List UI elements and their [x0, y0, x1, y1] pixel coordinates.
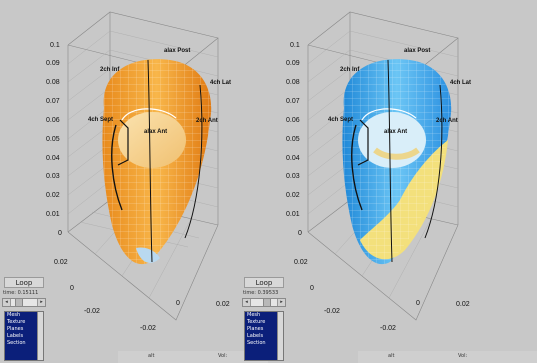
svg-text:2ch Ant: 2ch Ant: [196, 118, 218, 124]
status-left: alt: [148, 353, 155, 359]
left-view-panel: 0.1 0.09 0.08 0.07 0.06 0.05 0.04 0.03 0…: [0, 0, 268, 363]
svg-text:0.02: 0.02: [456, 301, 470, 308]
time-readout: time: 0.15111: [3, 290, 39, 296]
list-item[interactable]: Texture: [7, 319, 26, 325]
list-item[interactable]: Labels: [7, 333, 24, 339]
list-item[interactable]: Planes: [7, 326, 24, 332]
svg-text:0.02: 0.02: [46, 192, 60, 199]
slider-left-arrow-icon[interactable]: ◂: [3, 299, 11, 306]
svg-text:alax Post: alax Post: [164, 48, 190, 54]
svg-text:4ch Lat: 4ch Lat: [210, 80, 231, 86]
list-item[interactable]: Planes: [247, 326, 264, 332]
list-scrollbar[interactable]: [37, 312, 43, 360]
z-axis-ticks: 0.1 0.09 0.08 0.07 0.06 0.05 0.04 0.03 0…: [286, 42, 302, 237]
svg-text:0.01: 0.01: [286, 211, 300, 218]
svg-text:0.09: 0.09: [46, 60, 60, 67]
slider-thumb[interactable]: [15, 299, 23, 306]
display-options-list[interactable]: Mesh Texture Planes Labels Section: [244, 311, 284, 361]
svg-text:0.06: 0.06: [46, 117, 60, 124]
svg-text:0.08: 0.08: [46, 79, 60, 86]
slider-right-arrow-icon[interactable]: ▸: [37, 299, 45, 306]
loop-button[interactable]: Loop: [244, 277, 284, 288]
svg-text:0.05: 0.05: [46, 136, 60, 143]
status-bar: alt Vol:: [118, 351, 268, 363]
svg-text:0.02: 0.02: [286, 192, 300, 199]
list-item[interactable]: Section: [7, 340, 26, 346]
svg-text:0.09: 0.09: [286, 60, 300, 67]
z-axis-ticks: 0.1 0.09 0.08 0.07 0.06 0.05 0.04 0.03 0…: [46, 42, 62, 237]
list-item[interactable]: Section: [247, 340, 266, 346]
status-bar: alt Vol:: [358, 351, 537, 363]
status-volume: Vol:: [218, 353, 228, 359]
svg-text:0.04: 0.04: [286, 155, 300, 162]
svg-text:2ch Inf: 2ch Inf: [340, 67, 360, 73]
svg-text:4ch Sept: 4ch Sept: [88, 117, 113, 123]
list-item[interactable]: Mesh: [247, 312, 261, 318]
status-volume: Vol:: [458, 353, 468, 359]
svg-text:0.1: 0.1: [50, 42, 60, 49]
svg-text:-0.02: -0.02: [140, 325, 156, 332]
status-left: alt: [388, 353, 395, 359]
heart-surface-right: [342, 59, 452, 265]
heart-surface-left: [102, 59, 212, 265]
svg-text:0.02: 0.02: [216, 301, 230, 308]
anatomy-labels: alax Post 2ch Inf 4ch Lat 4ch Sept alax …: [88, 48, 231, 135]
svg-text:0: 0: [58, 230, 62, 237]
svg-text:0.02: 0.02: [54, 259, 68, 266]
svg-text:0.06: 0.06: [286, 117, 300, 124]
list-scrollbar[interactable]: [277, 312, 283, 360]
svg-text:0.07: 0.07: [46, 98, 60, 105]
svg-text:0.1: 0.1: [290, 42, 300, 49]
right-view-panel: 0.1 0.09 0.08 0.07 0.06 0.05 0.04 0.03 0…: [240, 0, 537, 363]
svg-text:-0.02: -0.02: [380, 325, 396, 332]
time-readout: time: 0.39533: [243, 290, 279, 296]
svg-text:0.08: 0.08: [286, 79, 300, 86]
svg-text:0: 0: [176, 300, 180, 307]
svg-text:2ch Ant: 2ch Ant: [436, 118, 458, 124]
svg-text:4ch Sept: 4ch Sept: [328, 117, 353, 123]
svg-text:-0.02: -0.02: [324, 308, 340, 315]
slider-right-arrow-icon[interactable]: ▸: [277, 299, 285, 306]
x-axis-ticks: -0.02 0 0.02: [380, 300, 470, 332]
list-item[interactable]: Texture: [247, 319, 266, 325]
slider-thumb[interactable]: [263, 299, 271, 306]
right-3d-plot: 0.1 0.09 0.08 0.07 0.06 0.05 0.04 0.03 0…: [286, 11, 471, 332]
time-slider[interactable]: ◂ ▸: [2, 298, 46, 307]
left-3d-plot: 0.1 0.09 0.08 0.07 0.06 0.05 0.04 0.03 0…: [46, 11, 231, 332]
x-axis-ticks: -0.02 0 0.02: [140, 300, 230, 332]
svg-text:0.04: 0.04: [46, 155, 60, 162]
y-axis-ticks: 0.02 0 -0.02: [54, 259, 100, 315]
svg-text:0: 0: [298, 230, 302, 237]
list-item[interactable]: Labels: [247, 333, 264, 339]
svg-text:0.07: 0.07: [286, 98, 300, 105]
svg-text:alax Post: alax Post: [404, 48, 430, 54]
display-options-list[interactable]: Mesh Texture Planes Labels Section: [4, 311, 44, 361]
svg-text:0.05: 0.05: [286, 136, 300, 143]
svg-text:4ch Lat: 4ch Lat: [450, 80, 471, 86]
svg-text:alax Ant: alax Ant: [384, 129, 407, 135]
anatomy-labels: alax Post 2ch Inf 4ch Lat 4ch Sept alax …: [328, 48, 471, 135]
svg-text:-0.02: -0.02: [84, 308, 100, 315]
svg-text:0.01: 0.01: [46, 211, 60, 218]
svg-text:0: 0: [416, 300, 420, 307]
svg-text:0.03: 0.03: [286, 173, 300, 180]
svg-text:alax Ant: alax Ant: [144, 129, 167, 135]
list-item[interactable]: Mesh: [7, 312, 21, 318]
svg-text:2ch Inf: 2ch Inf: [100, 67, 120, 73]
time-slider[interactable]: ◂ ▸: [242, 298, 286, 307]
y-axis-ticks: 0.02 0 -0.02: [294, 259, 340, 315]
svg-text:0: 0: [310, 285, 314, 292]
svg-text:0.03: 0.03: [46, 173, 60, 180]
slider-left-arrow-icon[interactable]: ◂: [243, 299, 251, 306]
svg-text:0.02: 0.02: [294, 259, 308, 266]
svg-text:0: 0: [70, 285, 74, 292]
loop-button[interactable]: Loop: [4, 277, 44, 288]
